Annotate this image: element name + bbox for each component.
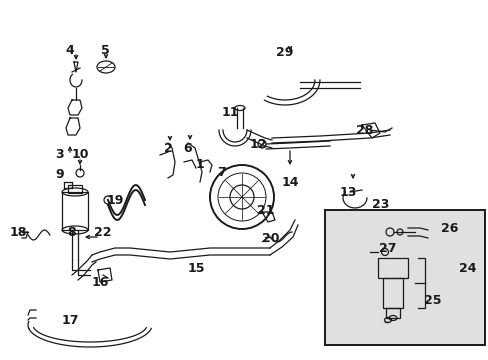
Text: 12: 12 <box>249 139 266 152</box>
Text: 16: 16 <box>91 276 108 289</box>
Text: 24: 24 <box>458 261 476 274</box>
Text: 21: 21 <box>257 203 274 216</box>
Text: 23: 23 <box>371 198 389 211</box>
Bar <box>377 258 407 278</box>
Text: 19: 19 <box>106 194 123 207</box>
Bar <box>385 308 399 318</box>
Text: 8: 8 <box>67 225 76 238</box>
Text: 26: 26 <box>440 221 458 234</box>
Text: 2: 2 <box>163 141 172 154</box>
Text: 5: 5 <box>101 44 109 57</box>
Text: 18: 18 <box>9 225 27 238</box>
Text: 20: 20 <box>262 231 279 244</box>
Text: 25: 25 <box>424 293 441 306</box>
Text: 22: 22 <box>94 225 112 238</box>
Text: 15: 15 <box>187 261 204 274</box>
Text: 7: 7 <box>216 166 225 179</box>
Text: 27: 27 <box>379 242 396 255</box>
Text: 4: 4 <box>65 44 74 57</box>
Bar <box>68 185 82 193</box>
Text: 1: 1 <box>195 158 204 171</box>
Text: 13: 13 <box>339 185 356 198</box>
Text: 28: 28 <box>356 123 373 136</box>
Bar <box>62 192 88 230</box>
Text: 17: 17 <box>61 314 79 327</box>
Text: 11: 11 <box>221 105 238 118</box>
Text: 3: 3 <box>56 148 64 162</box>
Bar <box>325 210 484 345</box>
Text: 10: 10 <box>71 148 88 162</box>
Text: 14: 14 <box>281 175 298 189</box>
Bar <box>382 278 402 308</box>
Text: 29: 29 <box>276 45 293 58</box>
Text: 6: 6 <box>183 141 192 154</box>
Text: 9: 9 <box>56 168 64 181</box>
